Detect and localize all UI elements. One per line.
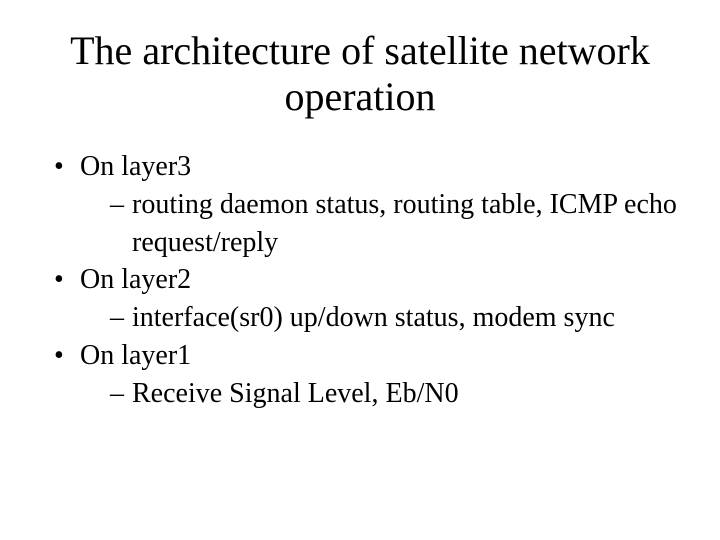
sub-list: Receive Signal Level, Eb/N0: [80, 375, 680, 413]
bullet-list: On layer3 routing daemon status, routing…: [40, 148, 680, 413]
bullet-text: On layer2: [80, 264, 191, 295]
sub-bullet-text: interface(sr0) up/down status, modem syn…: [132, 302, 615, 333]
sub-list: interface(sr0) up/down status, modem syn…: [80, 299, 680, 337]
sub-bullet-text: Receive Signal Level, Eb/N0: [132, 378, 459, 409]
list-item: Receive Signal Level, Eb/N0: [110, 375, 680, 413]
bullet-text: On layer3: [80, 151, 191, 182]
sub-list: routing daemon status, routing table, IC…: [80, 186, 680, 262]
list-item: interface(sr0) up/down status, modem syn…: [110, 299, 680, 337]
slide: The architecture of satellite network op…: [0, 0, 720, 540]
list-item: On layer1 Receive Signal Level, Eb/N0: [54, 337, 680, 413]
sub-bullet-text: routing daemon status, routing table, IC…: [132, 189, 677, 258]
list-item: On layer3 routing daemon status, routing…: [54, 148, 680, 261]
slide-title: The architecture of satellite network op…: [40, 28, 680, 120]
list-item: On layer2 interface(sr0) up/down status,…: [54, 261, 680, 337]
list-item: routing daemon status, routing table, IC…: [110, 186, 680, 262]
bullet-text: On layer1: [80, 340, 191, 371]
